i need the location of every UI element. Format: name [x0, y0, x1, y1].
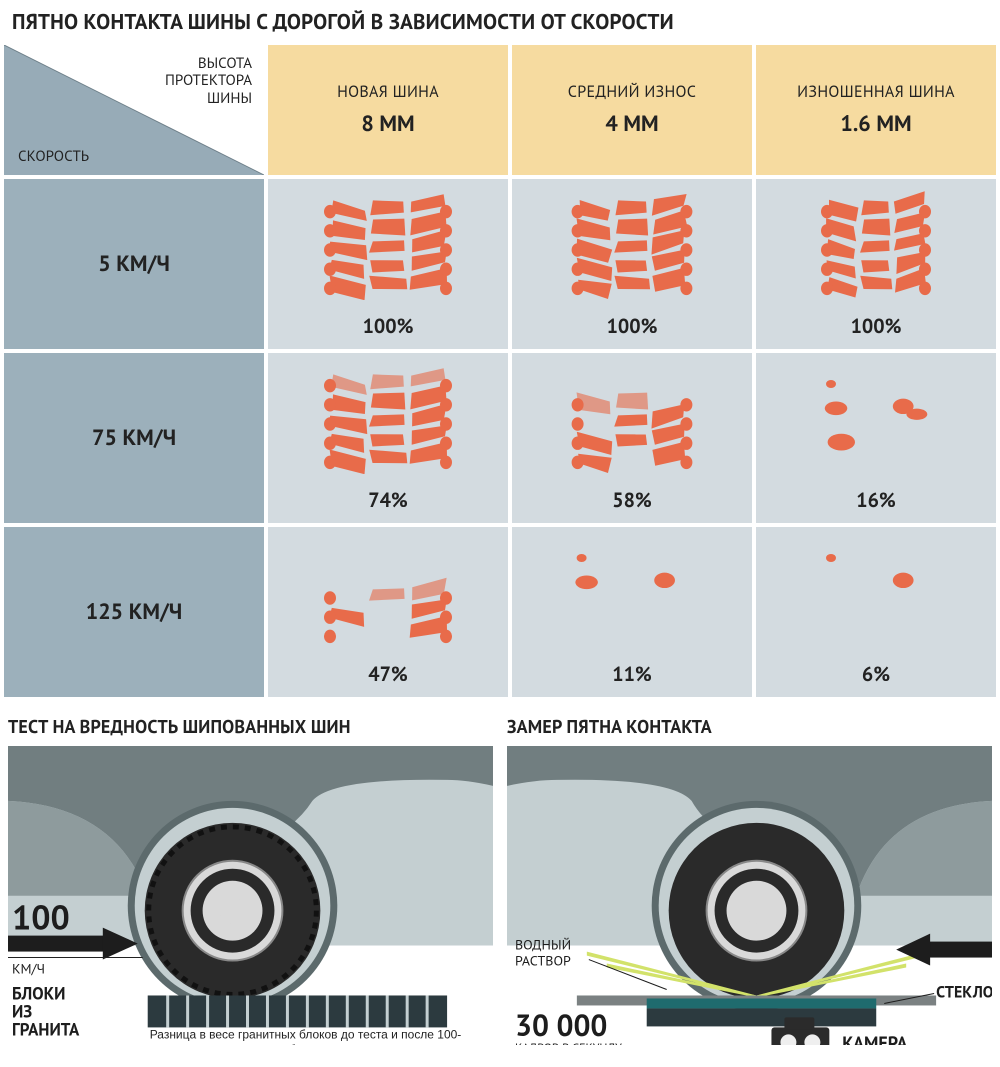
tread-icon — [801, 190, 951, 300]
data-cell: 74% — [268, 353, 508, 523]
tread-icon — [313, 190, 463, 300]
fps-value: 30 000 — [515, 1006, 607, 1044]
col-value: 4 ММ — [605, 110, 658, 138]
pct: 47% — [368, 661, 407, 687]
water-label: ВОДНЫЙРАСТВОР — [515, 936, 571, 970]
data-cell: 16% — [756, 353, 996, 523]
tread-icon — [801, 538, 951, 648]
main-title: ПЯТНО КОНТАКТА ШИНЫ С ДОРОГОЙ В ЗАВИСИМО… — [0, 0, 1000, 45]
data-cell: 11% — [512, 527, 752, 697]
col-header-1: СРЕДНИЙ ИЗНОС 4 ММ — [512, 45, 752, 175]
pct: 74% — [368, 487, 407, 513]
fps-unit: КАДРОВ В СЕКУНДУ — [515, 1040, 622, 1045]
glass-label: СТЕКЛО — [936, 982, 992, 1002]
data-cell: 100% — [512, 179, 752, 349]
panel-left-illustration: 100 КМ/Ч БЛОКИИЗГРАНИТА Разница в весе г… — [8, 746, 493, 1045]
panel-right-title: ЗАМЕР ПЯТНА КОНТАКТА — [507, 715, 992, 738]
contact-patch-grid: ВЫСОТАПРОТЕКТОРАШИНЫ СКОРОСТЬ НОВАЯ ШИНА… — [0, 45, 1000, 703]
col-header-2: ИЗНОШЕННАЯ ШИНА 1.6 ММ — [756, 45, 996, 175]
tread-icon — [557, 364, 707, 474]
corner-top-label: ВЫСОТАПРОТЕКТОРАШИНЫ — [165, 55, 252, 107]
speed-value: 100 — [12, 896, 70, 940]
row-header-0: 5 КМ/Ч — [4, 179, 264, 349]
tread-icon — [557, 538, 707, 648]
data-cell: 58% — [512, 353, 752, 523]
panel-left-note: Разница в весе гранитных блоков до теста… — [150, 1027, 489, 1045]
pct: 100% — [607, 313, 658, 339]
tread-icon — [313, 538, 463, 648]
panel-right-illustration: ВОДНЫЙРАСТВОР СТЕКЛО 30 000 КАДРОВ В СЕК… — [507, 746, 992, 1045]
data-cell: 6% — [756, 527, 996, 697]
col-value: 8 ММ — [361, 110, 414, 138]
panel-left-title: ТЕСТ НА ВРЕДНОСТЬ ШИПОВАННЫХ ШИН — [8, 715, 493, 738]
pct: 100% — [363, 313, 414, 339]
pct: 6% — [862, 661, 890, 687]
pct: 58% — [612, 487, 651, 513]
data-cell: 47% — [268, 527, 508, 697]
panel-right: ЗАМЕР ПЯТНА КОНТАКТА — [507, 715, 992, 1045]
row-header-1: 75 КМ/Ч — [4, 353, 264, 523]
pct: 100% — [851, 313, 902, 339]
col-header-0: НОВАЯ ШИНА 8 ММ — [268, 45, 508, 175]
tread-icon — [557, 190, 707, 300]
row-header-2: 125 КМ/Ч — [4, 527, 264, 697]
data-cell: 100% — [756, 179, 996, 349]
panel-left: ТЕСТ НА ВРЕДНОСТЬ ШИПОВАННЫХ ШИН — [8, 715, 493, 1045]
corner-cell: ВЫСОТАПРОТЕКТОРАШИНЫ СКОРОСТЬ — [4, 45, 264, 175]
col-value: 1.6 ММ — [840, 110, 911, 138]
pct: 11% — [612, 661, 651, 687]
pct: 16% — [856, 487, 895, 513]
tread-icon — [801, 364, 951, 474]
data-cell: 100% — [268, 179, 508, 349]
speed-unit: КМ/Ч — [12, 960, 45, 978]
col-label: НОВАЯ ШИНА — [337, 82, 439, 102]
corner-bottom-label: СКОРОСТЬ — [18, 148, 89, 165]
col-label: ИЗНОШЕННАЯ ШИНА — [797, 82, 955, 102]
tread-icon — [313, 364, 463, 474]
camera-label: КАМЕРА — [842, 1031, 907, 1045]
col-label: СРЕДНИЙ ИЗНОС — [568, 82, 696, 102]
